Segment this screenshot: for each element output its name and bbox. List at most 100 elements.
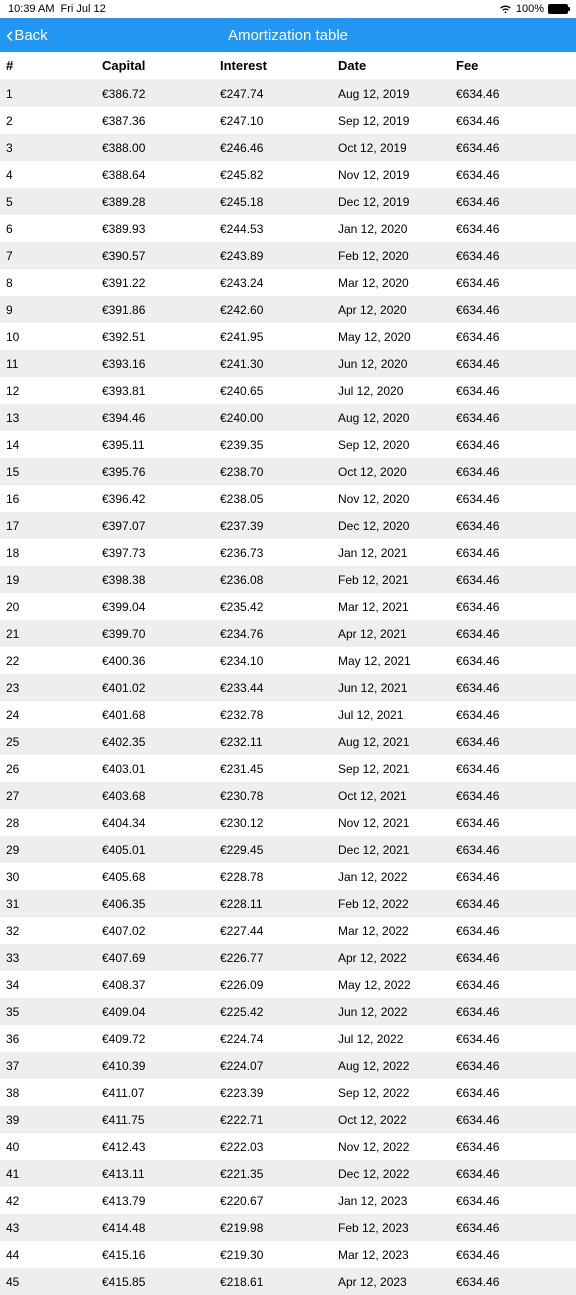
cell-date: Dec 12, 2020	[338, 519, 456, 533]
table-row[interactable]: 6€389.93€244.53Jan 12, 2020€634.46	[0, 215, 576, 242]
cell-interest: €218.61	[220, 1275, 338, 1289]
table-row[interactable]: 37€410.39€224.07Aug 12, 2022€634.46	[0, 1052, 576, 1079]
table-row[interactable]: 15€395.76€238.70Oct 12, 2020€634.46	[0, 458, 576, 485]
cell-date: Dec 12, 2022	[338, 1167, 456, 1181]
table-row[interactable]: 18€397.73€236.73Jan 12, 2021€634.46	[0, 539, 576, 566]
table-row[interactable]: 17€397.07€237.39Dec 12, 2020€634.46	[0, 512, 576, 539]
cell-number: 8	[6, 276, 102, 290]
cell-number: 32	[6, 924, 102, 938]
cell-fee: €634.46	[456, 1032, 576, 1046]
cell-number: 23	[6, 681, 102, 695]
table-row[interactable]: 5€389.28€245.18Dec 12, 2019€634.46	[0, 188, 576, 215]
table-row[interactable]: 1€386.72€247.74Aug 12, 2019€634.46	[0, 80, 576, 107]
table-row[interactable]: 11€393.16€241.30Jun 12, 2020€634.46	[0, 350, 576, 377]
table-row[interactable]: 30€405.68€228.78Jan 12, 2022€634.46	[0, 863, 576, 890]
cell-fee: €634.46	[456, 600, 576, 614]
cell-interest: €245.18	[220, 195, 338, 209]
cell-date: Aug 12, 2019	[338, 87, 456, 101]
cell-capital: €390.57	[102, 249, 220, 263]
table-row[interactable]: 34€408.37€226.09May 12, 2022€634.46	[0, 971, 576, 998]
cell-number: 4	[6, 168, 102, 182]
table-row[interactable]: 16€396.42€238.05Nov 12, 2020€634.46	[0, 485, 576, 512]
cell-fee: €634.46	[456, 924, 576, 938]
table-row[interactable]: 9€391.86€242.60Apr 12, 2020€634.46	[0, 296, 576, 323]
table-row[interactable]: 7€390.57€243.89Feb 12, 2020€634.46	[0, 242, 576, 269]
cell-interest: €233.44	[220, 681, 338, 695]
table-row[interactable]: 13€394.46€240.00Aug 12, 2020€634.46	[0, 404, 576, 431]
table-row[interactable]: 10€392.51€241.95May 12, 2020€634.46	[0, 323, 576, 350]
table-row[interactable]: 42€413.79€220.67Jan 12, 2023€634.46	[0, 1187, 576, 1214]
status-bar: 10:39 AM Fri Jul 12 100%	[0, 0, 576, 18]
table-header: # Capital Interest Date Fee	[0, 52, 576, 80]
cell-interest: €221.35	[220, 1167, 338, 1181]
table-row[interactable]: 27€403.68€230.78Oct 12, 2021€634.46	[0, 782, 576, 809]
cell-number: 12	[6, 384, 102, 398]
cell-date: Mar 12, 2020	[338, 276, 456, 290]
cell-interest: €222.71	[220, 1113, 338, 1127]
cell-date: Sep 12, 2022	[338, 1086, 456, 1100]
cell-interest: €236.73	[220, 546, 338, 560]
table-row[interactable]: 4€388.64€245.82Nov 12, 2019€634.46	[0, 161, 576, 188]
col-number: #	[6, 58, 102, 73]
cell-number: 5	[6, 195, 102, 209]
table-row[interactable]: 23€401.02€233.44Jun 12, 2021€634.46	[0, 674, 576, 701]
table-row[interactable]: 2€387.36€247.10Sep 12, 2019€634.46	[0, 107, 576, 134]
table-row[interactable]: 24€401.68€232.78Jul 12, 2021€634.46	[0, 701, 576, 728]
cell-fee: €634.46	[456, 1167, 576, 1181]
cell-fee: €634.46	[456, 141, 576, 155]
cell-capital: €395.11	[102, 438, 220, 452]
table-row[interactable]: 21€399.70€234.76Apr 12, 2021€634.46	[0, 620, 576, 647]
cell-interest: €246.46	[220, 141, 338, 155]
table-row[interactable]: 28€404.34€230.12Nov 12, 2021€634.46	[0, 809, 576, 836]
table-row[interactable]: 38€411.07€223.39Sep 12, 2022€634.46	[0, 1079, 576, 1106]
table-row[interactable]: 35€409.04€225.42Jun 12, 2022€634.46	[0, 998, 576, 1025]
table-row[interactable]: 39€411.75€222.71Oct 12, 2022€634.46	[0, 1106, 576, 1133]
cell-number: 20	[6, 600, 102, 614]
cell-capital: €413.79	[102, 1194, 220, 1208]
table-row[interactable]: 31€406.35€228.11Feb 12, 2022€634.46	[0, 890, 576, 917]
cell-interest: €228.78	[220, 870, 338, 884]
cell-number: 3	[6, 141, 102, 155]
cell-number: 31	[6, 897, 102, 911]
table-row[interactable]: 41€413.11€221.35Dec 12, 2022€634.46	[0, 1160, 576, 1187]
cell-interest: €225.42	[220, 1005, 338, 1019]
cell-date: May 12, 2021	[338, 654, 456, 668]
cell-capital: €405.01	[102, 843, 220, 857]
cell-date: Jan 12, 2023	[338, 1194, 456, 1208]
cell-date: Jun 12, 2021	[338, 681, 456, 695]
table-row[interactable]: 8€391.22€243.24Mar 12, 2020€634.46	[0, 269, 576, 296]
cell-capital: €404.34	[102, 816, 220, 830]
cell-fee: €634.46	[456, 1113, 576, 1127]
back-button[interactable]: ‹ Back	[0, 24, 54, 46]
table-row[interactable]: 25€402.35€232.11Aug 12, 2021€634.46	[0, 728, 576, 755]
table-row[interactable]: 22€400.36€234.10May 12, 2021€634.46	[0, 647, 576, 674]
status-left: 10:39 AM Fri Jul 12	[8, 3, 106, 15]
cell-number: 22	[6, 654, 102, 668]
table-row[interactable]: 29€405.01€229.45Dec 12, 2021€634.46	[0, 836, 576, 863]
cell-capital: €406.35	[102, 897, 220, 911]
table-row[interactable]: 14€395.11€239.35Sep 12, 2020€634.46	[0, 431, 576, 458]
table-row[interactable]: 44€415.16€219.30Mar 12, 2023€634.46	[0, 1241, 576, 1268]
table-row[interactable]: 45€415.85€218.61Apr 12, 2023€634.46	[0, 1268, 576, 1295]
cell-date: Jan 12, 2020	[338, 222, 456, 236]
table-row[interactable]: 3€388.00€246.46Oct 12, 2019€634.46	[0, 134, 576, 161]
table-row[interactable]: 19€398.38€236.08Feb 12, 2021€634.46	[0, 566, 576, 593]
cell-interest: €242.60	[220, 303, 338, 317]
cell-date: Mar 12, 2022	[338, 924, 456, 938]
table-row[interactable]: 12€393.81€240.65Jul 12, 2020€634.46	[0, 377, 576, 404]
cell-capital: €409.72	[102, 1032, 220, 1046]
cell-number: 10	[6, 330, 102, 344]
cell-fee: €634.46	[456, 843, 576, 857]
table-row[interactable]: 33€407.69€226.77Apr 12, 2022€634.46	[0, 944, 576, 971]
cell-capital: €410.39	[102, 1059, 220, 1073]
table-row[interactable]: 43€414.48€219.98Feb 12, 2023€634.46	[0, 1214, 576, 1241]
table-row[interactable]: 40€412.43€222.03Nov 12, 2022€634.46	[0, 1133, 576, 1160]
cell-date: Jun 12, 2020	[338, 357, 456, 371]
table-row[interactable]: 26€403.01€231.45Sep 12, 2021€634.46	[0, 755, 576, 782]
table-row[interactable]: 36€409.72€224.74Jul 12, 2022€634.46	[0, 1025, 576, 1052]
table-row[interactable]: 32€407.02€227.44Mar 12, 2022€634.46	[0, 917, 576, 944]
cell-fee: €634.46	[456, 303, 576, 317]
table-row[interactable]: 20€399.04€235.42Mar 12, 2021€634.46	[0, 593, 576, 620]
table-body[interactable]: 1€386.72€247.74Aug 12, 2019€634.462€387.…	[0, 80, 576, 1295]
cell-date: Oct 12, 2022	[338, 1113, 456, 1127]
